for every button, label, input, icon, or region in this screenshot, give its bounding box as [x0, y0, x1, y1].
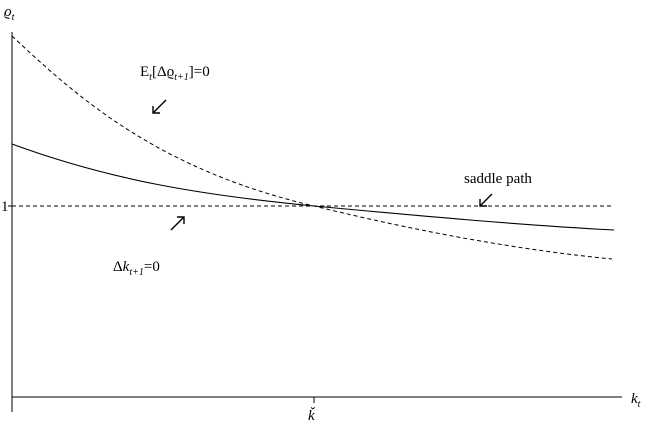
arrow-saddle-path [480, 194, 492, 206]
saddle-path-label: saddle path [464, 171, 532, 187]
rho-steady-locus [12, 36, 612, 259]
y-tick-label: 1 [1, 199, 9, 215]
arrow-rho-locus [153, 100, 166, 113]
k-locus-label: Δkt+1=0 [113, 259, 160, 278]
saddle-path-curve [12, 144, 614, 230]
x-tick-label: ǩ [308, 407, 316, 424]
y-axis-label: ϱt [4, 4, 15, 23]
rho-locus-label: Et[Δϱt+1]=0 [140, 64, 210, 83]
x-axis-label: kt [631, 391, 641, 410]
arrow-k-locus [171, 217, 184, 230]
